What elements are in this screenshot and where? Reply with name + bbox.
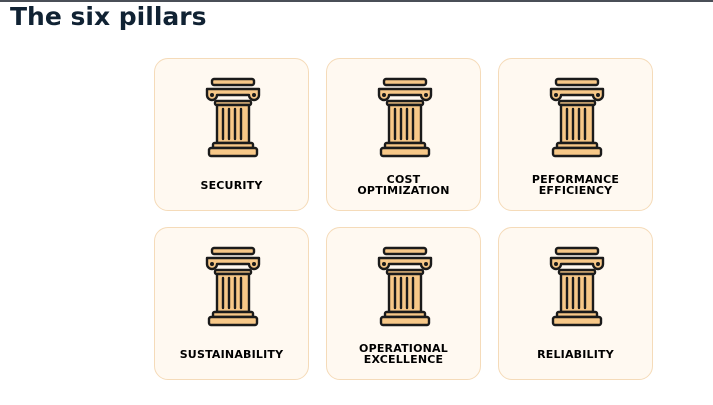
pillar-icon: [549, 77, 605, 158]
pillar-card-security: SECURITY: [154, 58, 309, 211]
pillar-card-performance-efficiency: PEFORMANCE EFFICIENCY: [498, 58, 653, 211]
pillar-card-sustainability: SUSTAINABILITY: [154, 227, 309, 380]
pillar-card-reliability: RELIABILITY: [498, 227, 653, 380]
pillar-icon: [205, 77, 261, 158]
pillar-label: COST OPTIMIZATION: [357, 173, 450, 197]
pillar-label: RELIABILITY: [537, 347, 614, 361]
pillar-card-cost-optimization: COST OPTIMIZATION: [326, 58, 481, 211]
page-title: The six pillars: [10, 2, 207, 31]
pillar-icon: [377, 246, 433, 327]
top-divider: [0, 0, 713, 2]
pillar-icon: [549, 246, 605, 327]
pillar-label: OPERATIONAL EXCELLENCE: [359, 342, 448, 366]
pillar-icon: [377, 77, 433, 158]
pillar-icon: [205, 246, 261, 327]
pillar-label: SUSTAINABILITY: [179, 347, 284, 361]
pillar-label: SECURITY: [200, 178, 263, 192]
pillar-card-operational-excellence: OPERATIONAL EXCELLENCE: [326, 227, 481, 380]
pillar-label: PEFORMANCE EFFICIENCY: [531, 173, 620, 197]
